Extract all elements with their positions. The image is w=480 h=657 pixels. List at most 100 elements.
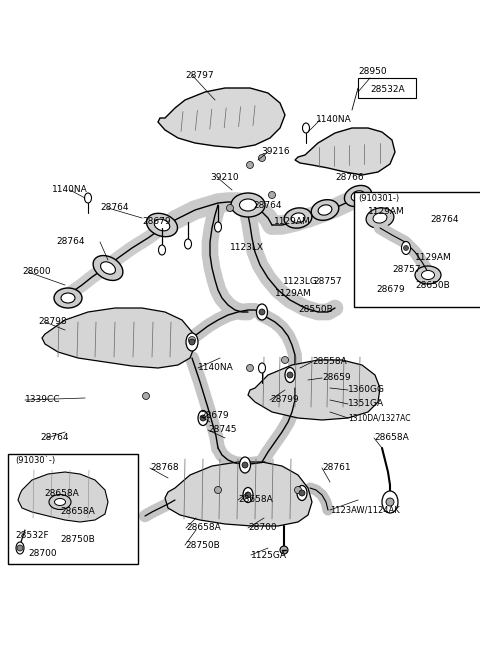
- Ellipse shape: [351, 191, 365, 201]
- Text: 28658A: 28658A: [374, 434, 409, 443]
- Circle shape: [189, 339, 195, 345]
- Ellipse shape: [240, 199, 256, 211]
- Ellipse shape: [284, 208, 312, 228]
- Ellipse shape: [285, 367, 295, 382]
- Ellipse shape: [16, 542, 24, 554]
- Text: 1123AW/1124AK: 1123AW/1124AK: [330, 505, 400, 514]
- Text: 28750B: 28750B: [185, 541, 220, 549]
- Ellipse shape: [198, 411, 208, 426]
- Circle shape: [295, 486, 301, 493]
- Circle shape: [200, 415, 206, 421]
- Text: 28658A: 28658A: [60, 507, 95, 516]
- Text: 1140NA: 1140NA: [198, 363, 234, 373]
- Text: 28768: 28768: [150, 463, 179, 472]
- Text: 1140NA: 1140NA: [52, 185, 88, 194]
- Circle shape: [189, 336, 195, 344]
- Text: 28764: 28764: [40, 434, 69, 443]
- Polygon shape: [248, 360, 380, 420]
- Text: 28798: 28798: [38, 317, 67, 327]
- Text: 1123LX: 1123LX: [230, 244, 264, 252]
- Text: 1129AM: 1129AM: [368, 208, 405, 217]
- Circle shape: [143, 392, 149, 399]
- Circle shape: [281, 357, 288, 363]
- Circle shape: [280, 546, 288, 554]
- Ellipse shape: [415, 266, 441, 284]
- Circle shape: [215, 486, 221, 493]
- Ellipse shape: [401, 242, 410, 254]
- Polygon shape: [295, 128, 395, 175]
- Text: 28764: 28764: [100, 204, 129, 212]
- Text: 1310DA/1327AC: 1310DA/1327AC: [348, 413, 410, 422]
- Text: 28550B: 28550B: [298, 306, 333, 315]
- Ellipse shape: [154, 219, 170, 231]
- Text: 28658A: 28658A: [238, 495, 273, 505]
- Ellipse shape: [373, 213, 387, 223]
- Ellipse shape: [54, 288, 82, 308]
- Circle shape: [287, 372, 293, 378]
- Circle shape: [386, 498, 394, 506]
- Text: 28659: 28659: [322, 373, 350, 382]
- Polygon shape: [42, 308, 195, 368]
- Text: 1360GG: 1360GG: [348, 386, 385, 394]
- Polygon shape: [158, 88, 285, 148]
- Text: 28679: 28679: [200, 411, 228, 420]
- Text: 28950: 28950: [358, 68, 386, 76]
- Text: 28761: 28761: [322, 463, 350, 472]
- Text: 28700: 28700: [248, 524, 276, 533]
- Bar: [354, 192, 480, 307]
- Text: 1129AM: 1129AM: [415, 254, 452, 263]
- Text: 28700: 28700: [28, 549, 57, 558]
- Ellipse shape: [302, 123, 310, 133]
- Text: 28750B: 28750B: [60, 535, 95, 545]
- Text: 39210: 39210: [210, 173, 239, 183]
- Text: 28650B: 28650B: [415, 281, 450, 290]
- Text: 1125GA: 1125GA: [251, 551, 287, 560]
- Ellipse shape: [256, 304, 267, 320]
- Ellipse shape: [240, 457, 251, 473]
- Circle shape: [247, 365, 253, 371]
- Polygon shape: [165, 462, 312, 526]
- Text: 1129AM: 1129AM: [275, 288, 312, 298]
- Bar: [8, 454, 138, 564]
- Ellipse shape: [158, 245, 166, 255]
- Text: (91030`-): (91030`-): [15, 455, 55, 464]
- Ellipse shape: [215, 222, 221, 232]
- Circle shape: [268, 191, 276, 198]
- Text: 28679: 28679: [142, 217, 170, 227]
- Ellipse shape: [243, 487, 253, 503]
- Ellipse shape: [84, 193, 92, 203]
- Ellipse shape: [259, 363, 265, 373]
- Text: 28658A: 28658A: [186, 524, 221, 533]
- Text: 28766: 28766: [335, 173, 364, 183]
- Text: 1140NA: 1140NA: [316, 116, 352, 124]
- Circle shape: [259, 309, 265, 315]
- Ellipse shape: [93, 256, 123, 281]
- Ellipse shape: [100, 261, 116, 274]
- Circle shape: [245, 492, 251, 498]
- Ellipse shape: [55, 499, 65, 505]
- Ellipse shape: [231, 193, 265, 217]
- Text: 28757: 28757: [392, 265, 420, 275]
- Ellipse shape: [184, 239, 192, 249]
- Circle shape: [404, 246, 408, 250]
- Text: 28745: 28745: [208, 426, 237, 434]
- Ellipse shape: [61, 293, 75, 303]
- Ellipse shape: [311, 200, 339, 220]
- Text: 28679: 28679: [376, 286, 405, 294]
- Text: 28764: 28764: [56, 237, 84, 246]
- Text: 28757: 28757: [313, 277, 342, 286]
- Circle shape: [242, 462, 248, 468]
- Text: 28532A: 28532A: [370, 85, 405, 95]
- Circle shape: [17, 545, 23, 551]
- Text: 28799: 28799: [270, 396, 299, 405]
- Ellipse shape: [366, 208, 394, 228]
- Text: 39216: 39216: [261, 148, 289, 156]
- Text: 28658A: 28658A: [44, 489, 79, 499]
- Text: 28764: 28764: [253, 200, 281, 210]
- Polygon shape: [18, 472, 108, 522]
- Circle shape: [299, 490, 305, 496]
- Ellipse shape: [318, 205, 332, 215]
- Ellipse shape: [297, 486, 307, 501]
- Text: (910301-): (910301-): [358, 194, 399, 202]
- Bar: [358, 78, 416, 98]
